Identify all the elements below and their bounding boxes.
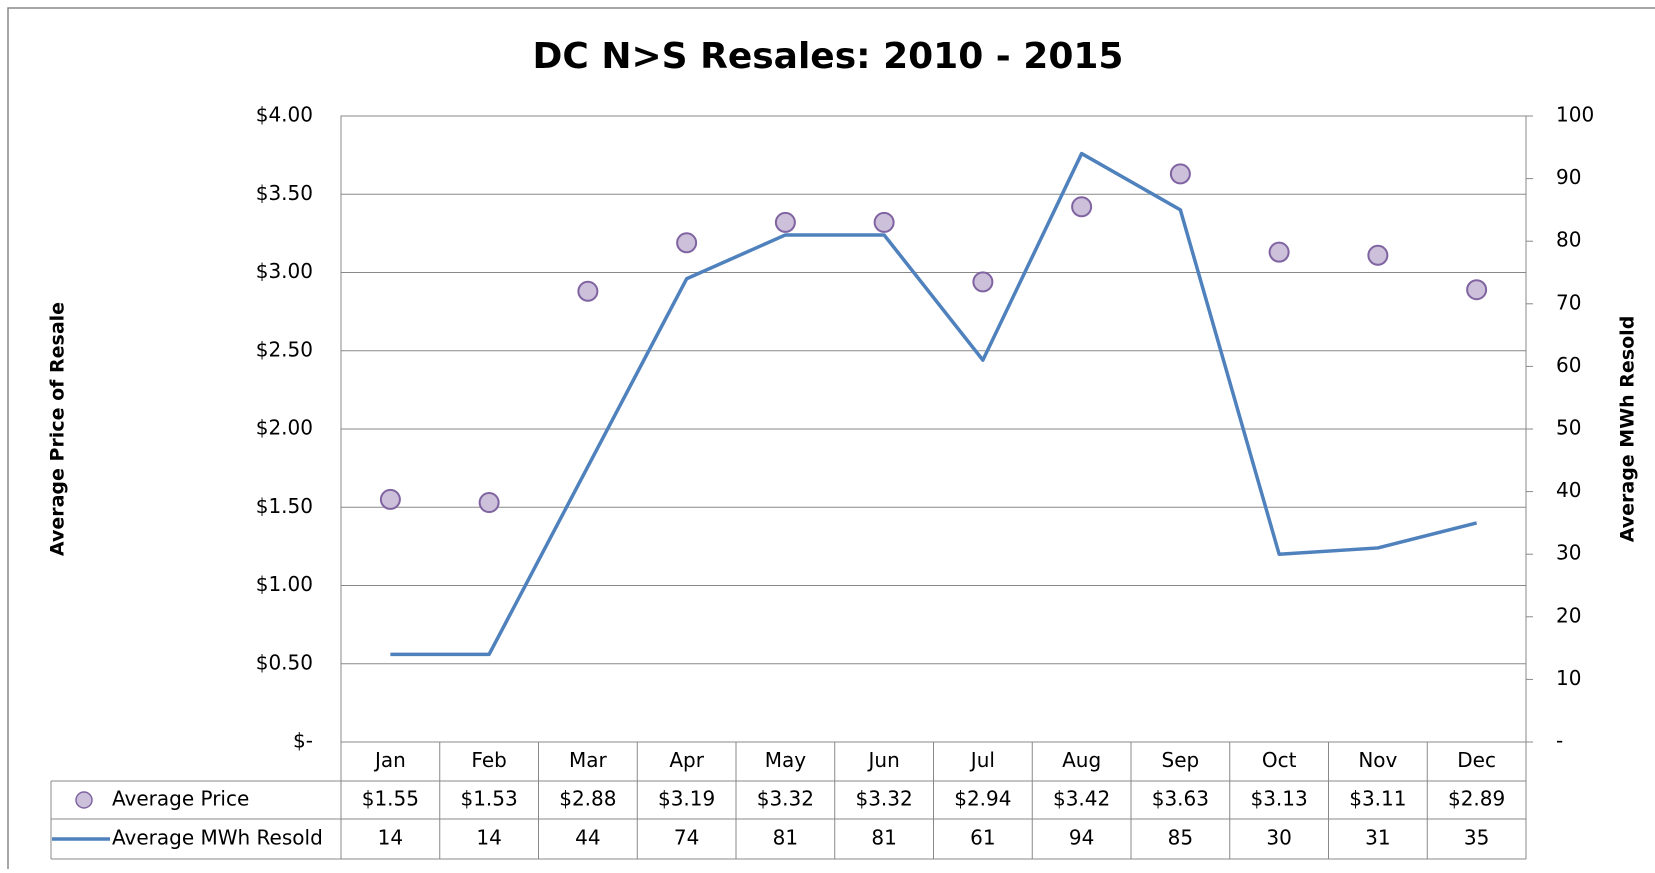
table-value: $3.11 [1349,787,1406,811]
legend-marker [75,791,93,809]
y-tick-label: $3.00 [256,259,313,283]
y2-tick-label: 50 [1556,416,1581,440]
x-tick-label: Feb [471,748,506,772]
table-value: $2.89 [1448,787,1505,811]
x-tick-label: Jan [373,748,406,772]
table-value: 44 [575,826,600,850]
x-tick-label: May [765,748,807,772]
y2-tick-label: 60 [1556,353,1581,377]
marker [478,492,500,514]
y2-tick-label: 80 [1556,228,1581,252]
x-tick-label: Oct [1262,748,1297,772]
table-value: 31 [1365,826,1390,850]
y-tick-label: $3.50 [256,181,313,205]
y2-tick-label: 100 [1556,103,1594,127]
y-tick-label: $0.50 [256,650,313,674]
table-value: 81 [773,826,798,850]
marker [972,271,994,293]
table-value: $2.88 [559,787,616,811]
table-value: 61 [970,826,995,850]
y2-tick-label: 90 [1556,165,1581,189]
table-value: 94 [1069,826,1094,850]
y-tick-label: $4.00 [256,103,313,127]
y-tick-label: $2.00 [256,416,313,440]
marker [1169,163,1191,185]
y2-tick-label: 30 [1556,541,1581,565]
y-tick-label: $2.50 [256,337,313,361]
marker [774,211,796,233]
legend-label: Average MWh Resold [112,826,323,850]
table-value: $2.94 [954,787,1011,811]
table-value: 30 [1266,826,1291,850]
x-tick-label: Sep [1162,748,1200,772]
y-tick-label: $- [293,729,313,753]
x-tick-label: Apr [669,748,704,772]
y2-tick-label: 10 [1556,666,1581,690]
table-value: $3.32 [855,787,912,811]
table-value: 74 [674,826,699,850]
x-tick-label: Jun [867,748,900,772]
marker [873,211,895,233]
table-value: $1.53 [460,787,517,811]
marker [577,280,599,302]
x-tick-label: Mar [569,748,608,772]
table-value: $1.55 [362,787,419,811]
table-value: $3.42 [1053,787,1110,811]
marker [1466,279,1488,301]
x-tick-label: Dec [1457,748,1496,772]
y-tick-label: $1.50 [256,494,313,518]
table-value: 35 [1464,826,1489,850]
marker [379,488,401,510]
table-value: 85 [1168,826,1193,850]
y2-tick-label: 40 [1556,478,1581,502]
marker [1268,241,1290,263]
table-value: $3.32 [757,787,814,811]
table-value: $3.13 [1250,787,1307,811]
x-tick-label: Aug [1062,748,1101,772]
y-tick-label: $1.00 [256,572,313,596]
table-value: 14 [476,826,501,850]
table-value: 14 [378,826,403,850]
marker [1071,196,1093,218]
x-tick-label: Nov [1358,748,1397,772]
chart-title: DC N>S Resales: 2010 - 2015 [533,36,1124,77]
legend-label: Average Price [112,787,249,811]
table-value: $3.19 [658,787,715,811]
y2-tick-label: 70 [1556,290,1581,314]
marker [1367,244,1389,266]
series-line [390,151,1478,657]
x-tick-label: Jul [969,748,995,772]
y2-axis-label: Average MWh Resold [1617,316,1639,543]
y2-tick-label: 20 [1556,603,1581,627]
table-value: $3.63 [1152,787,1209,811]
marker [676,232,698,254]
chart-border [7,7,1655,873]
y2-tick-label: - [1556,729,1563,753]
y-axis-label: Average Price of Resale [47,302,69,556]
table-value: 81 [871,826,896,850]
